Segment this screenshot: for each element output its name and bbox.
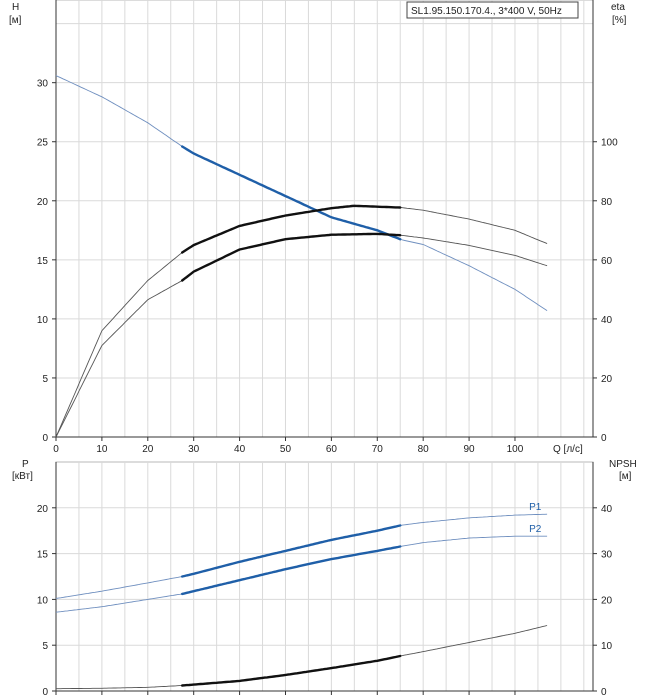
- series-operating-1-0: [181, 524, 402, 578]
- tick-label-right: 60: [601, 256, 613, 267]
- tick-label-x: 10: [96, 444, 108, 455]
- tick-label-left: 0: [42, 687, 48, 698]
- tick-label-x: 20: [142, 444, 154, 455]
- tick-label-left: 15: [37, 256, 49, 267]
- tick-label-left: 10: [37, 315, 49, 326]
- tick-label-x: 100: [507, 444, 524, 455]
- tick-label-left: 20: [37, 197, 49, 208]
- tick-label-left: 5: [42, 641, 48, 652]
- model-title-box: SL1.95.150.170.4., 3*400 V, 50Hz: [406, 1, 579, 19]
- plot-area-1: [55, 461, 594, 692]
- npsh-axis-label: NPSH: [609, 459, 637, 470]
- tick-label-right: 20: [601, 374, 613, 385]
- series-label-p1: P1: [529, 502, 542, 513]
- tick-label-left: 30: [37, 79, 49, 90]
- series-operating-1-2: [181, 654, 402, 687]
- tick-label-right: 0: [601, 687, 607, 698]
- tick-label-left: 5: [42, 374, 48, 385]
- q-axis-label: Q [л/с]: [553, 444, 583, 455]
- tick-label-right: 10: [601, 641, 613, 652]
- p-axis-label: P: [22, 459, 29, 470]
- h-axis-label: H: [12, 2, 19, 13]
- tick-label-x: 70: [372, 444, 384, 455]
- chart-title: SL1.95.150.170.4., 3*400 V, 50Hz: [411, 6, 562, 17]
- tick-label-left: 25: [37, 138, 49, 149]
- tick-label-right: 30: [601, 550, 613, 561]
- series-operating-1-1: [181, 545, 402, 596]
- tick-label-left: 0: [42, 433, 48, 444]
- tick-label-left: 10: [37, 595, 49, 606]
- tick-label-x: 30: [188, 444, 200, 455]
- tick-label-x: 80: [418, 444, 430, 455]
- h-axis-unit: [м]: [9, 15, 22, 26]
- tick-label-x: 50: [280, 444, 292, 455]
- tick-label-left: 15: [37, 550, 49, 561]
- series-label-p2: P2: [529, 524, 542, 535]
- tick-label-right: 0: [601, 433, 607, 444]
- plot-area-0: [55, 0, 594, 438]
- tick-label-right: 20: [601, 595, 613, 606]
- tick-label-left: 20: [37, 504, 49, 515]
- eta-axis-unit: [%]: [612, 15, 627, 26]
- tick-label-right: 100: [601, 138, 618, 149]
- series-operating-0-2: [181, 232, 402, 282]
- eta-axis-label: eta: [611, 2, 625, 13]
- tick-label-x: 40: [234, 444, 246, 455]
- tick-label-right: 40: [601, 504, 613, 515]
- tick-label-right: 80: [601, 197, 613, 208]
- tick-label-x: 90: [464, 444, 476, 455]
- tick-label-x: 60: [326, 444, 338, 455]
- npsh-axis-unit: [м]: [619, 471, 632, 482]
- series-operating-0-0: [181, 145, 402, 241]
- tick-label-x: 0: [53, 444, 59, 455]
- head-efficiency-plot: 0 5 10 15 20 25 30 0 20 40 60 80 100 0 10 20 30 40 50 60 70 8…: [37, 0, 618, 455]
- series-operating-0-1: [181, 204, 402, 254]
- power-npsh-plot: 0 5 10 15 20 0 10 20 30 40 P1 P2: [37, 461, 613, 698]
- p-axis-unit: [кВт]: [12, 471, 33, 482]
- tick-label-right: 40: [601, 315, 613, 326]
